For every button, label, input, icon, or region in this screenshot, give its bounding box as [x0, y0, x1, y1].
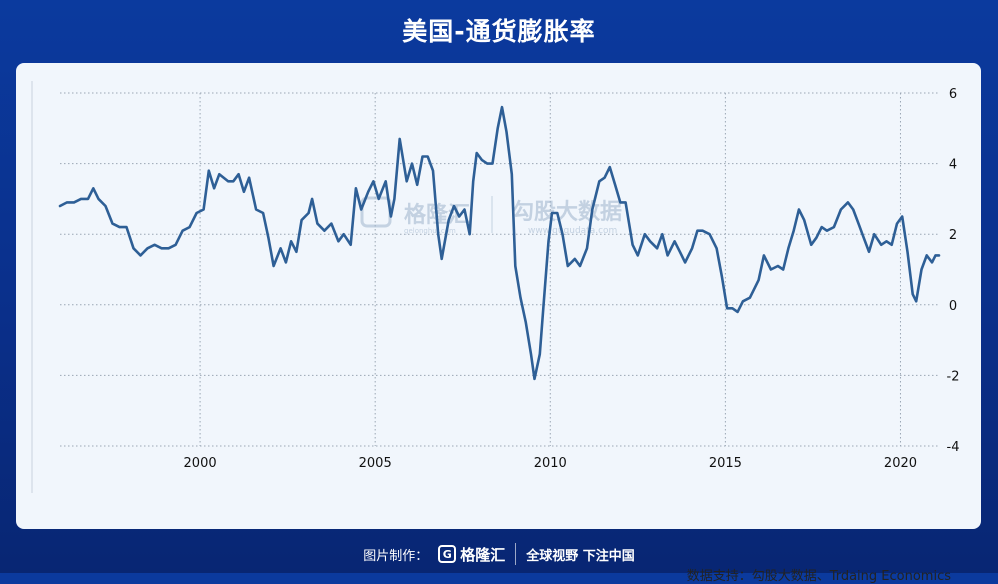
logo-mark-icon: G: [438, 545, 457, 563]
footer-slogan: 全球视野 下注中国: [526, 548, 635, 564]
y-tick-label: -2: [947, 369, 960, 384]
footer-credit: 图片制作：: [363, 548, 429, 564]
watermark-right: 勾股大数据 www.gugudata.com: [512, 199, 622, 236]
x-tick-label: 2005: [359, 456, 392, 471]
x-tick-label: 2015: [709, 456, 742, 471]
line-chart: 格隆汇 gelonghui.com 勾股大数据 www.gugudata.com…: [31, 81, 960, 493]
x-tick-label: 2000: [184, 456, 217, 471]
footer-logo-text: 格隆汇: [460, 545, 506, 564]
y-tick-label: 0: [949, 299, 957, 314]
x-tick-label: 2020: [884, 456, 917, 471]
grid: [31, 81, 939, 493]
watermark-right-sub: www.gugudata.com: [528, 226, 617, 236]
y-tick-label: 4: [949, 158, 957, 173]
watermark-right-main: 勾股大数据: [512, 199, 622, 225]
footer-divider: [515, 543, 517, 565]
data-source: 数据支持：勾股大数据、Trdaing Economics: [686, 569, 951, 584]
chart-panel: 格隆汇 gelonghui.com 勾股大数据 www.gugudata.com…: [16, 63, 981, 584]
x-axis: 2000 2005 2010 2015 2020: [184, 456, 917, 471]
y-axis: 6 4 2 0 -2 -4: [947, 87, 960, 455]
y-tick-label: 2: [949, 228, 957, 243]
watermark-left-sub: gelonghui.com: [404, 227, 456, 235]
chart-title: 美国-通货膨胀率: [402, 17, 596, 46]
footer-logo: G 格隆汇: [438, 544, 505, 565]
watermark: 格隆汇 gelonghui.com 勾股大数据 www.gugudata.com: [360, 196, 622, 236]
x-tick-label: 2010: [534, 456, 567, 471]
series-line: [58, 105, 941, 381]
y-tick-label: 6: [949, 87, 957, 102]
footer: 图片制作： G 格隆汇 全球视野 下注中国: [0, 541, 998, 567]
watermark-left: 格隆汇 gelonghui.com: [360, 196, 470, 235]
y-tick-label: -4: [947, 440, 960, 455]
